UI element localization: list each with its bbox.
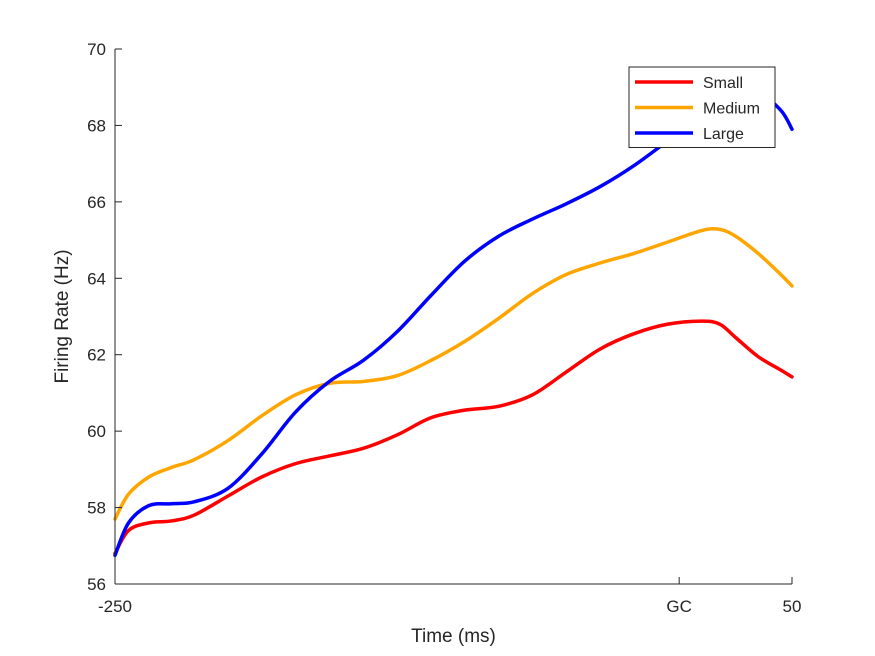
x-axis-label: Time (ms) <box>411 626 496 647</box>
series-line-small <box>113 319 794 556</box>
series-layer <box>113 90 794 558</box>
series-line-large <box>113 90 794 558</box>
x-tick-label: -250 <box>98 597 132 616</box>
legend-label-large: Large <box>703 126 744 143</box>
legend-label-small: Small <box>703 75 743 92</box>
x-tick-label: 50 <box>783 597 802 616</box>
y-tick-label: 70 <box>87 40 106 59</box>
y-tick-label: 60 <box>87 422 106 441</box>
y-tick-label: 62 <box>87 346 106 365</box>
y-axis-label: Firing Rate (Hz) <box>52 249 73 383</box>
y-tick-label: 66 <box>87 193 106 212</box>
x-tick-label: GC <box>666 597 692 616</box>
axes-layer: 56 58 60 62 64 66 68 70 -250 GC 50 <box>87 40 801 616</box>
legend: Small Medium Large <box>628 66 776 148</box>
y-tick-label: 68 <box>87 116 106 135</box>
y-tick-label: 56 <box>87 575 106 594</box>
series-line-medium <box>113 227 794 521</box>
y-tick-label: 64 <box>87 269 106 288</box>
y-tick-label: 58 <box>87 499 106 518</box>
legend-label-medium: Medium <box>703 101 760 118</box>
